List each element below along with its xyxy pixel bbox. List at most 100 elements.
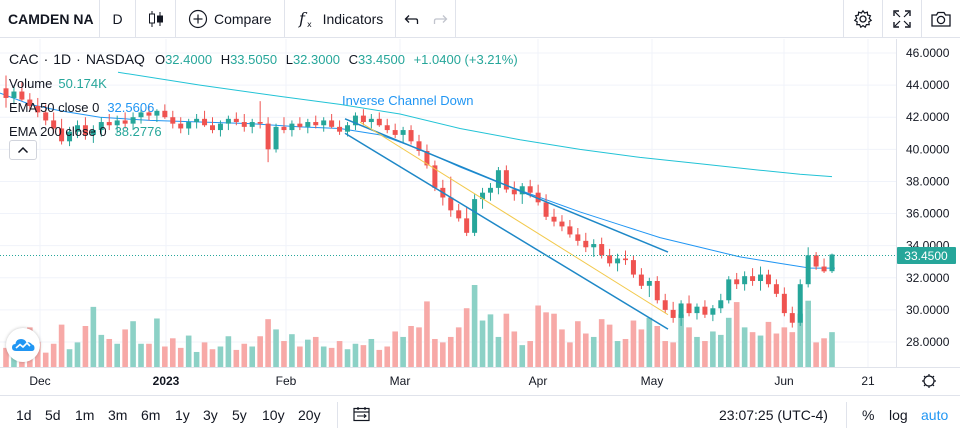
range-1d[interactable]: 1d xyxy=(16,407,32,423)
tradingview-logo[interactable] xyxy=(6,328,40,362)
price-tick-label: 36.0000 xyxy=(906,207,950,221)
range-10y[interactable]: 10y xyxy=(262,407,285,423)
candle-body xyxy=(257,122,263,124)
redo-icon[interactable] xyxy=(433,11,449,27)
candle-body xyxy=(210,125,215,131)
candle xyxy=(710,305,716,322)
snapshot-button[interactable] xyxy=(921,0,960,38)
auto-scale-toggle[interactable]: auto xyxy=(921,407,949,423)
volume-bar xyxy=(646,317,653,367)
candle-body xyxy=(583,240,589,248)
svg-text:x: x xyxy=(307,20,312,29)
volume-bar xyxy=(424,301,430,367)
range-3y[interactable]: 3y xyxy=(203,407,218,423)
legend-volume-row[interactable]: Volume 50.174K xyxy=(9,71,518,95)
candle-body xyxy=(408,130,414,142)
volume-bar xyxy=(519,345,526,367)
gear-icon xyxy=(923,375,935,387)
volume-bar xyxy=(209,349,216,367)
channel-drawing[interactable] xyxy=(344,118,669,330)
candle-body xyxy=(337,126,343,132)
time-axis[interactable]: Dec 2023 Feb Mar Apr May Jun 21 xyxy=(29,374,875,388)
percent-scale-toggle[interactable]: % xyxy=(862,407,875,423)
candle-body xyxy=(567,226,573,235)
clock-display[interactable]: 23:07:25 (UTC-4) xyxy=(719,407,828,423)
volume-bar xyxy=(479,320,486,367)
volume-bar xyxy=(320,346,327,367)
settings-button[interactable] xyxy=(843,0,882,38)
volume-bar xyxy=(575,321,581,367)
candle xyxy=(535,184,541,206)
axis-settings-button[interactable] xyxy=(922,374,936,388)
volume-bar xyxy=(559,329,565,367)
candle-body xyxy=(74,125,80,132)
candle xyxy=(416,134,422,156)
volume-bar xyxy=(138,343,144,367)
volume-bar xyxy=(694,336,700,367)
volume-bar xyxy=(3,347,9,367)
undo-icon[interactable] xyxy=(403,11,419,27)
volume-bar xyxy=(710,331,716,367)
range-6m[interactable]: 6m xyxy=(141,407,161,423)
change-value: +1.0400 (+3.21%) xyxy=(413,51,518,67)
volume-bar xyxy=(273,329,279,367)
candles xyxy=(3,75,835,328)
candle-body xyxy=(527,186,533,193)
volume-bar xyxy=(225,336,232,367)
candle xyxy=(3,75,9,108)
price-tick-label: 30.0000 xyxy=(906,303,950,317)
candle-body xyxy=(789,313,795,323)
candle xyxy=(797,279,803,326)
range-5y[interactable]: 5y xyxy=(232,407,247,423)
candle xyxy=(472,194,478,237)
volume-bar xyxy=(130,321,136,367)
volume-bar xyxy=(384,346,391,367)
price-axis[interactable]: 46.0000 44.0000 42.0000 40.0000 38.0000 36.00… xyxy=(906,46,950,349)
legend-collapse-button[interactable] xyxy=(9,140,37,160)
legend-ema50-row[interactable]: EMA 50 close 0 32.5606 xyxy=(9,95,518,119)
candle xyxy=(551,208,557,227)
candle-body xyxy=(503,170,509,190)
range-20y[interactable]: 20y xyxy=(298,407,321,423)
candle xyxy=(337,120,343,135)
range-1y[interactable]: 1y xyxy=(175,407,190,423)
candle xyxy=(591,239,597,257)
compare-button[interactable]: Compare xyxy=(176,0,285,38)
volume-bar xyxy=(622,338,629,367)
close-value: 33.4500 xyxy=(357,51,405,67)
range-5d[interactable]: 5d xyxy=(45,407,61,423)
range-3m[interactable]: 3m xyxy=(108,407,128,423)
volume-bar xyxy=(82,326,89,367)
price-tick-label: 28.0000 xyxy=(906,335,950,349)
camera-icon xyxy=(931,11,951,27)
candle xyxy=(233,112,239,126)
low-value: 32.3000 xyxy=(292,51,340,67)
channel-annotation[interactable]: Inverse Channel Down xyxy=(342,93,474,108)
price-chart[interactable]: 46.0000 44.0000 42.0000 40.0000 38.0000 36.00… xyxy=(0,39,960,393)
divider xyxy=(337,402,338,428)
candle-body xyxy=(829,254,835,272)
candle xyxy=(146,105,152,121)
candle xyxy=(122,112,128,129)
candle xyxy=(646,277,652,298)
volume-bar xyxy=(590,336,597,367)
candle-body xyxy=(27,99,33,106)
candles-type-button[interactable] xyxy=(136,0,176,38)
candle-body xyxy=(233,118,239,123)
candle-body xyxy=(90,130,96,135)
candle xyxy=(384,118,390,134)
candle-body xyxy=(35,105,41,113)
candle-body xyxy=(742,276,748,285)
date-range-button[interactable] xyxy=(353,406,371,425)
indicators-button[interactable]: f x Indicators xyxy=(285,0,397,38)
legend-ema200-row[interactable]: EMA 200 close 0 38.2776 xyxy=(9,119,518,143)
range-1m[interactable]: 1m xyxy=(75,407,95,423)
candle xyxy=(225,115,231,131)
candle-body xyxy=(345,125,351,132)
candle-body xyxy=(464,218,470,233)
interval-button[interactable]: D xyxy=(100,0,136,38)
log-scale-toggle[interactable]: log xyxy=(889,407,908,423)
symbol-search[interactable]: CAMDEN NA xyxy=(0,0,100,38)
fullscreen-button[interactable] xyxy=(882,0,921,38)
volume-bar xyxy=(749,332,756,367)
